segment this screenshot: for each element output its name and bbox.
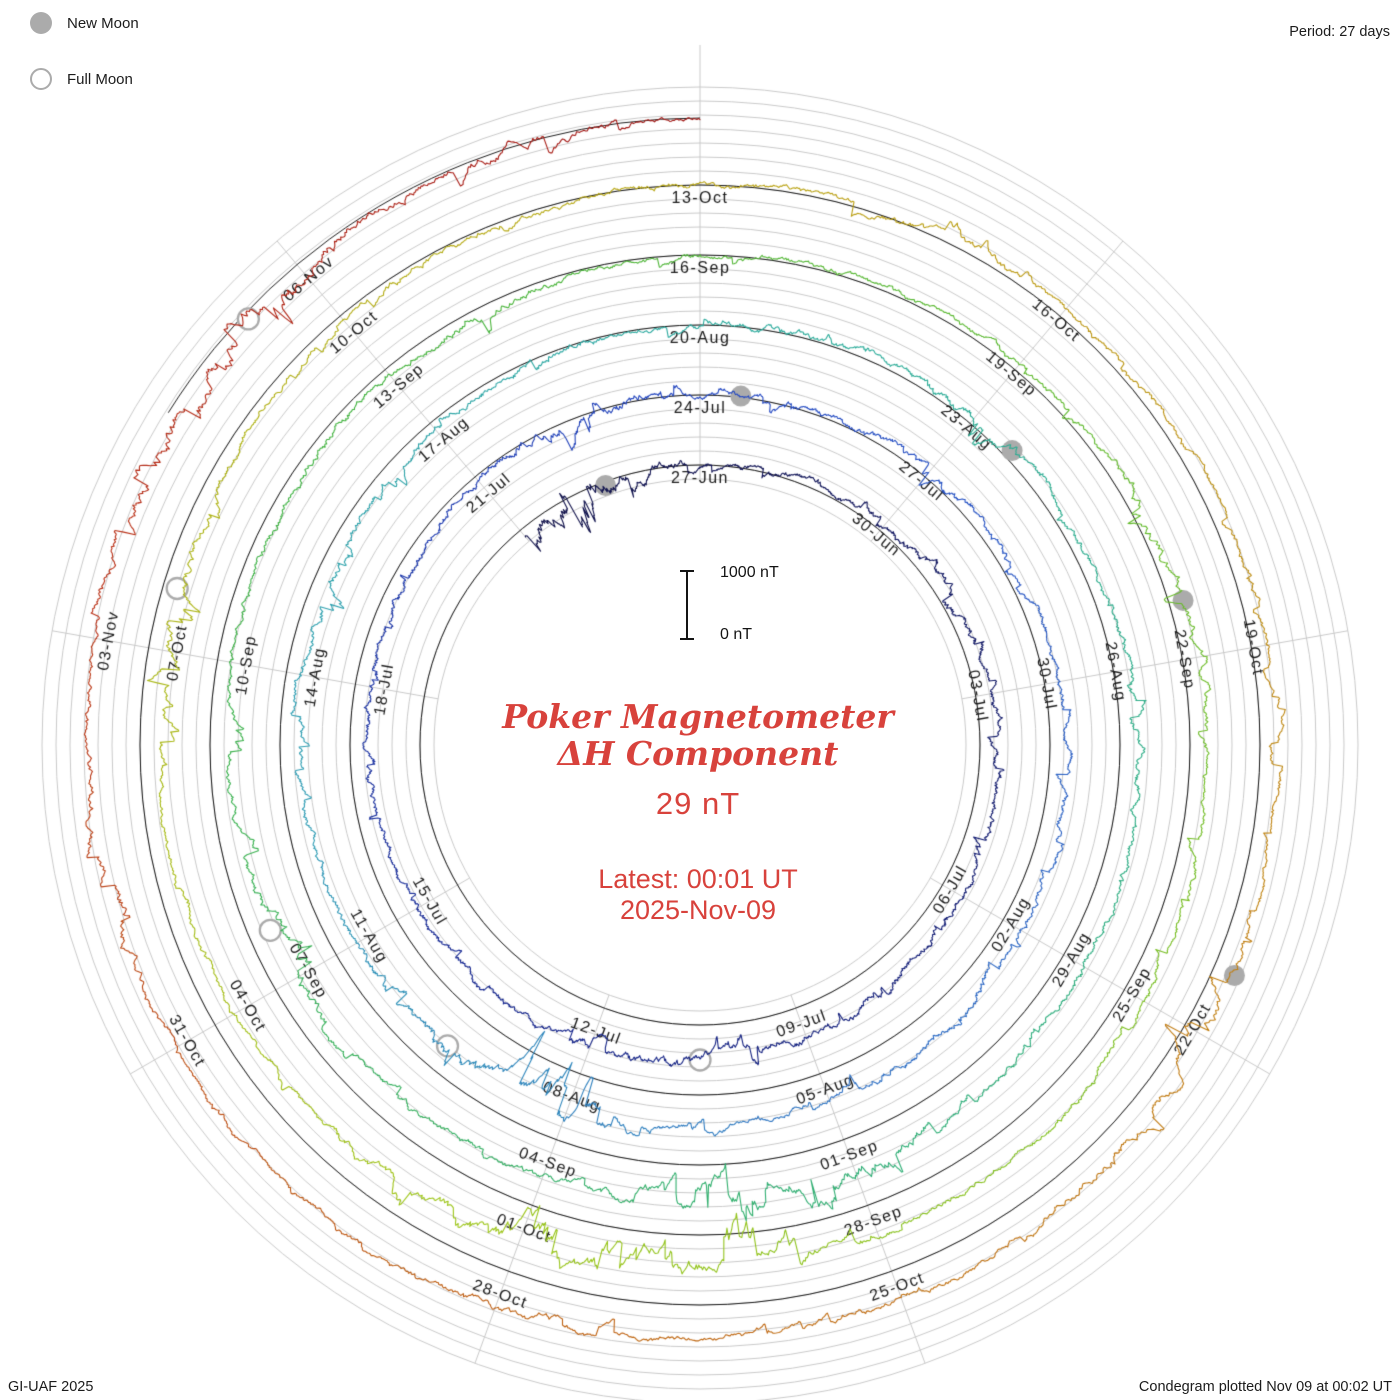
scale-bar: 1000 nT 0 nT xyxy=(680,564,806,643)
latest-time: Latest: 00:01 UT xyxy=(598,864,798,894)
scale-bottom-label: 0 nT xyxy=(720,626,753,643)
legend-new-moon-label: New Moon xyxy=(67,14,139,32)
latest-time-block: Latest: 00:01 UT 2025-Nov-09 xyxy=(0,864,1396,926)
center-annotation: Poker Magnetometer ΔH Component 29 nT La… xyxy=(0,698,1396,926)
component-title: ΔH Component xyxy=(557,734,839,773)
legend-full-moon-label: Full Moon xyxy=(67,70,133,88)
scale-bar-bottom-cap xyxy=(680,638,694,640)
scale-top-label: 1000 nT xyxy=(720,564,779,581)
legend-full-moon-row: Full Moon xyxy=(30,64,139,94)
latest-date: 2025-Nov-09 xyxy=(619,895,777,925)
scale-bar-top-cap xyxy=(680,570,694,572)
credit-label: GI-UAF 2025 xyxy=(8,1379,94,1395)
period-label: Period: 27 days xyxy=(1289,24,1390,40)
new-moon-icon xyxy=(30,12,52,34)
latest-value: 29 nT xyxy=(655,786,741,821)
legend-new-moon-row: New Moon xyxy=(30,8,139,38)
moon-legend: New Moon Full Moon xyxy=(30,8,139,120)
station-title: Poker Magnetometer xyxy=(502,697,894,736)
plotted-label: Condegram plotted Nov 09 at 00:02 UT xyxy=(1138,1379,1392,1395)
full-moon-icon xyxy=(30,68,52,90)
scale-bar-line xyxy=(686,570,688,640)
